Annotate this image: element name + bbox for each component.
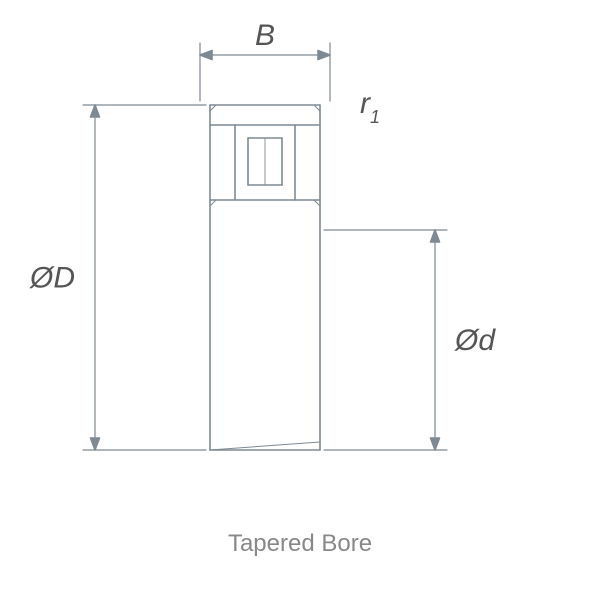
caption: Tapered Bore (228, 530, 372, 558)
svg-text:r1: r1 (360, 87, 380, 127)
svg-text:B: B (255, 19, 275, 52)
svg-text:ØD: ØD (29, 262, 75, 295)
bearing-diagram: B ØD Ød r1 (0, 0, 600, 600)
svg-text:Ød: Ød (454, 324, 496, 357)
